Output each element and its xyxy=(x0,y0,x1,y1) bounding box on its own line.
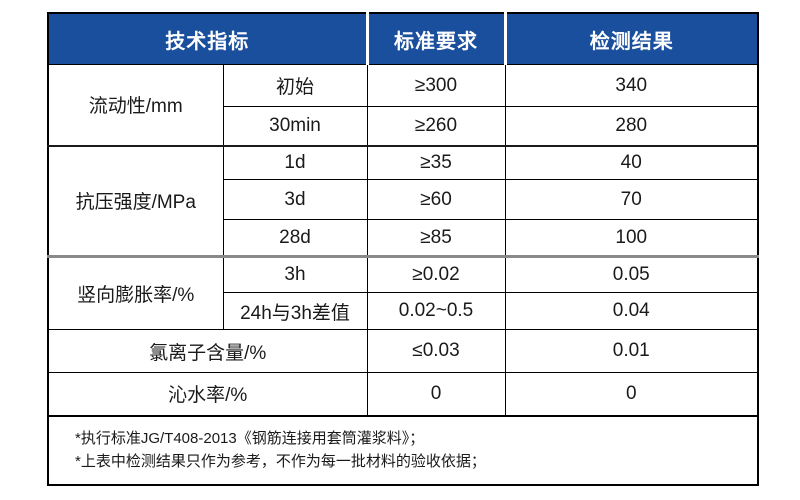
table-row: 24h与3h差值 0.02~0.5 0.04 xyxy=(48,292,759,330)
table-row: 竖向膨胀率/% 3h ≥0.02 0.05 xyxy=(47,255,759,330)
result-cell: 100 xyxy=(504,219,759,257)
sub-indicator-cell: 初始 xyxy=(222,64,368,107)
column-header-technical-indicator: 技术指标 xyxy=(48,13,367,65)
column-header-test-result: 检测结果 xyxy=(503,13,758,65)
standard-cell: 0.02~0.5 xyxy=(366,292,506,330)
footnotes-row: *执行标准JG/T408-2013《钢筋连接用套筒灌浆料》； *上表中检测结果只… xyxy=(47,414,759,485)
result-cell: 340 xyxy=(504,64,759,107)
category-cell-vertical-expansion: 竖向膨胀率/% xyxy=(47,255,224,330)
sub-indicator-cell: 30min xyxy=(222,106,368,146)
sub-indicator-cell: 3h xyxy=(222,255,368,293)
table-row: 28d ≥85 100 xyxy=(48,219,759,257)
footnotes-cell: *执行标准JG/T408-2013《钢筋连接用套筒灌浆料》； *上表中检测结果只… xyxy=(47,414,759,485)
result-cell: 0 xyxy=(504,372,759,416)
standard-cell: ≥300 xyxy=(366,64,506,107)
sub-indicator-cell: 1d xyxy=(222,144,368,180)
footnote-disclaimer: *上表中检测结果只作为参考，不作为每一批材料的验收依据； xyxy=(75,453,486,470)
result-cell: 280 xyxy=(504,106,759,146)
table-row: 抗压强度/MPa 1d ≥35 40 xyxy=(47,144,759,257)
category-cell-compressive-strength: 抗压强度/MPa xyxy=(47,144,224,257)
result-cell: 0.04 xyxy=(504,292,759,330)
sub-indicator-cell: 3d xyxy=(222,179,368,220)
standard-cell: ≥85 xyxy=(366,219,506,257)
category-cell-fluidity: 流动性/mm xyxy=(47,64,224,146)
column-header-standard-requirement: 标准要求 xyxy=(365,13,505,65)
category-cell-chloride-content: 氯离子含量/% xyxy=(47,329,368,373)
result-cell: 70 xyxy=(504,179,759,220)
standard-cell: ≥60 xyxy=(366,179,506,220)
result-cell: 40 xyxy=(504,144,759,180)
sub-indicator-cell: 24h与3h差值 xyxy=(222,292,368,330)
standard-cell: ≥35 xyxy=(366,144,506,180)
standard-cell: ≤0.03 xyxy=(366,329,506,373)
footnote-standard-reference: *执行标准JG/T408-2013《钢筋连接用套筒灌浆料》； xyxy=(75,430,425,447)
table-row: 流动性/mm 初始 ≥300 340 xyxy=(47,64,759,146)
spec-table: 技术指标 标准要求 检测结果 流动性/mm 初始 ≥300 340 30min … xyxy=(47,12,759,486)
standard-cell: ≥0.02 xyxy=(366,255,506,293)
table-row: 氯离子含量/% ≤0.03 0.01 xyxy=(47,329,759,373)
table-row: 30min ≥260 280 xyxy=(48,106,759,146)
table-row: 3d ≥60 70 xyxy=(48,179,759,220)
standard-cell: ≥260 xyxy=(366,106,506,146)
table-row: 沁水率/% 0 0 xyxy=(47,372,759,416)
sub-indicator-cell: 28d xyxy=(222,219,368,257)
table-header-row: 技术指标 标准要求 检测结果 xyxy=(48,13,758,65)
result-cell: 0.05 xyxy=(504,255,759,293)
standard-cell: 0 xyxy=(366,372,506,416)
category-cell-bleeding-rate: 沁水率/% xyxy=(47,372,368,416)
result-cell: 0.01 xyxy=(504,329,759,373)
